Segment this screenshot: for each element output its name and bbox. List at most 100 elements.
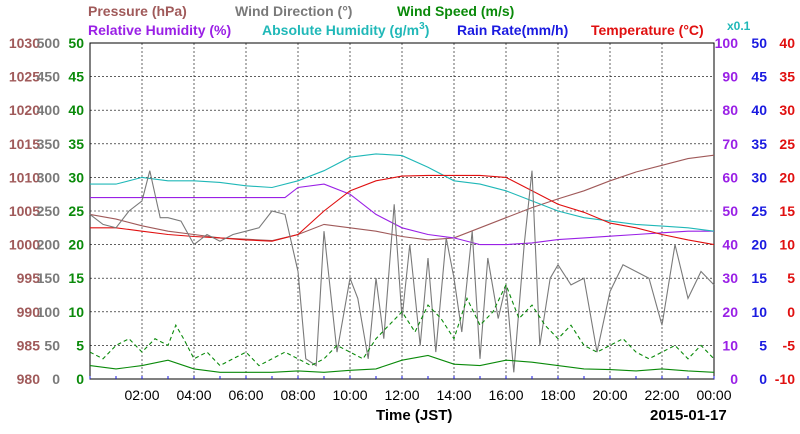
wind-direction-tick-label: 100 [37, 304, 61, 320]
x-tick-label: 14:00 [436, 387, 471, 403]
humidity-tick-label: 100 [715, 35, 739, 51]
humidity-tick-label: 70 [722, 136, 738, 152]
temperature-tick-label: -10 [775, 371, 795, 387]
pressure-tick-label: 995 [17, 270, 41, 286]
wind-speed-tick-label: 40 [68, 102, 84, 118]
wind-direction-tick-label: 150 [37, 270, 61, 286]
rain-rate-tick-label: 20 [751, 237, 767, 253]
wind-speed-tick-label: 30 [68, 169, 84, 185]
wind-direction-tick-label: 500 [37, 35, 61, 51]
x-tick-label: 08:00 [280, 387, 315, 403]
temperature-tick-label: 15 [779, 203, 795, 219]
pressure-tick-label: 1030 [9, 35, 40, 51]
wind-speed-tick-label: 5 [76, 337, 84, 353]
wind-speed-tick-label: 0 [76, 371, 84, 387]
humidity-tick-label: 50 [722, 203, 738, 219]
pressure-tick-label: 1005 [9, 203, 40, 219]
rain-rate-tick-label: 50 [751, 35, 767, 51]
wind-direction-tick-label: 50 [44, 337, 60, 353]
legend-pressure: Pressure (hPa) [88, 3, 187, 19]
legend-wind-direction: Wind Direction (°) [235, 3, 352, 19]
humidity-tick-label: 60 [722, 169, 738, 185]
temperature-tick-label: 30 [779, 102, 795, 118]
rain-rate-tick-label: 5 [759, 337, 767, 353]
humidity-tick-label: 80 [722, 102, 738, 118]
wind-speed-tick-label: 45 [68, 69, 84, 85]
temperature-tick-label: 20 [779, 169, 795, 185]
humidity-tick-label: 20 [722, 304, 738, 320]
legend-wind-speed: Wind Speed (m/s) [397, 3, 514, 19]
pressure-tick-label: 1025 [9, 69, 40, 85]
humidity-tick-label: 10 [722, 337, 738, 353]
x-tick-label: 06:00 [228, 387, 263, 403]
x-tick-label: 10:00 [332, 387, 367, 403]
series-line-wind-speed [89, 354, 715, 373]
wind-speed-tick-label: 35 [68, 136, 84, 152]
series-line-wind-gust [89, 283, 715, 367]
pressure-tick-label: 1010 [9, 169, 40, 185]
x-tick-label: 02:00 [124, 387, 159, 403]
pressure-tick-label: 1015 [9, 136, 40, 152]
axes: 02:00 04:00 06:00 08:00 10:00 12:00 14:00 16:00… [9, 35, 795, 403]
wind-direction-tick-label: 0 [52, 371, 60, 387]
rain-rate-tick-label: 15 [751, 270, 767, 286]
wind-direction-tick-label: 250 [37, 203, 61, 219]
x-tick-label: 00:00 [696, 387, 731, 403]
wind-direction-tick-label: 450 [37, 69, 61, 85]
temperature-tick-label: 0 [787, 304, 795, 320]
legend-relative-humidity: Relative Humidity (%) [88, 22, 231, 38]
pressure-tick-label: 1020 [9, 102, 40, 118]
series-line-relative-humidity [90, 183, 714, 246]
x-tick-label: 16:00 [488, 387, 523, 403]
series-group [89, 153, 715, 373]
legend-absolute-humidity-prefix: Absolute Humidity (g/m [262, 22, 419, 38]
wind-speed-tick-label: 25 [68, 203, 84, 219]
series-line-wind-direction [89, 170, 715, 373]
temperature-tick-label: 10 [779, 237, 795, 253]
temperature-tick-label: 35 [779, 69, 795, 85]
rain-rate-tick-label: 10 [751, 304, 767, 320]
legend-rain-rate: Rain Rate(mm/h) [457, 22, 568, 38]
wind-direction-tick-label: 200 [37, 237, 61, 253]
series-line-absolute-humidity [90, 153, 715, 232]
humidity-tick-label: 0 [730, 371, 738, 387]
humidity-tick-label: 30 [722, 270, 738, 286]
rain-rate-tick-label: 45 [751, 69, 767, 85]
rain-rate-tick-label: 35 [751, 136, 767, 152]
legend-temperature: Temperature (°C) [591, 22, 704, 38]
temperature-tick-label: 25 [779, 136, 795, 152]
wind-speed-tick-label: 50 [68, 35, 84, 51]
rain-rate-tick-label: 40 [751, 102, 767, 118]
pressure-tick-label: 985 [17, 337, 41, 353]
temperature-tick-label: -5 [783, 337, 796, 353]
x-tick-label: 22:00 [644, 387, 679, 403]
legend-absolute-humidity-sup: 3 [419, 21, 425, 32]
wind-direction-tick-label: 300 [37, 169, 61, 185]
x-tick-label: 20:00 [592, 387, 627, 403]
rain-rate-tick-label: 25 [751, 203, 767, 219]
x-tick-label: 12:00 [384, 387, 419, 403]
series-line-pressure [89, 154, 715, 242]
pressure-tick-label: 1000 [9, 237, 40, 253]
wind-direction-tick-label: 400 [37, 102, 61, 118]
humidity-tick-label: 90 [722, 69, 738, 85]
wind-direction-tick-label: 350 [37, 136, 61, 152]
temperature-tick-label: 40 [779, 35, 795, 51]
x-tick-label: 04:00 [176, 387, 211, 403]
legend-abs-humidity-scale: x0.1 [727, 19, 751, 33]
x-axis-label: Time (JST) [376, 407, 452, 424]
rain-rate-tick-label: 30 [751, 169, 767, 185]
pressure-tick-label: 980 [17, 371, 41, 387]
legend-absolute-humidity: Absolute Humidity (g/m3) [262, 21, 429, 38]
date-label: 2015-01-17 [650, 407, 727, 424]
temperature-tick-label: 5 [787, 270, 795, 286]
legend-absolute-humidity-suffix: ) [425, 22, 430, 38]
humidity-tick-label: 40 [722, 237, 738, 253]
series-line-temperature [90, 174, 715, 246]
x-tick-label: 18:00 [540, 387, 575, 403]
pressure-tick-label: 990 [17, 304, 41, 320]
rain-rate-tick-label: 0 [759, 371, 767, 387]
wind-speed-tick-label: 20 [68, 237, 84, 253]
wind-speed-tick-label: 10 [68, 304, 84, 320]
